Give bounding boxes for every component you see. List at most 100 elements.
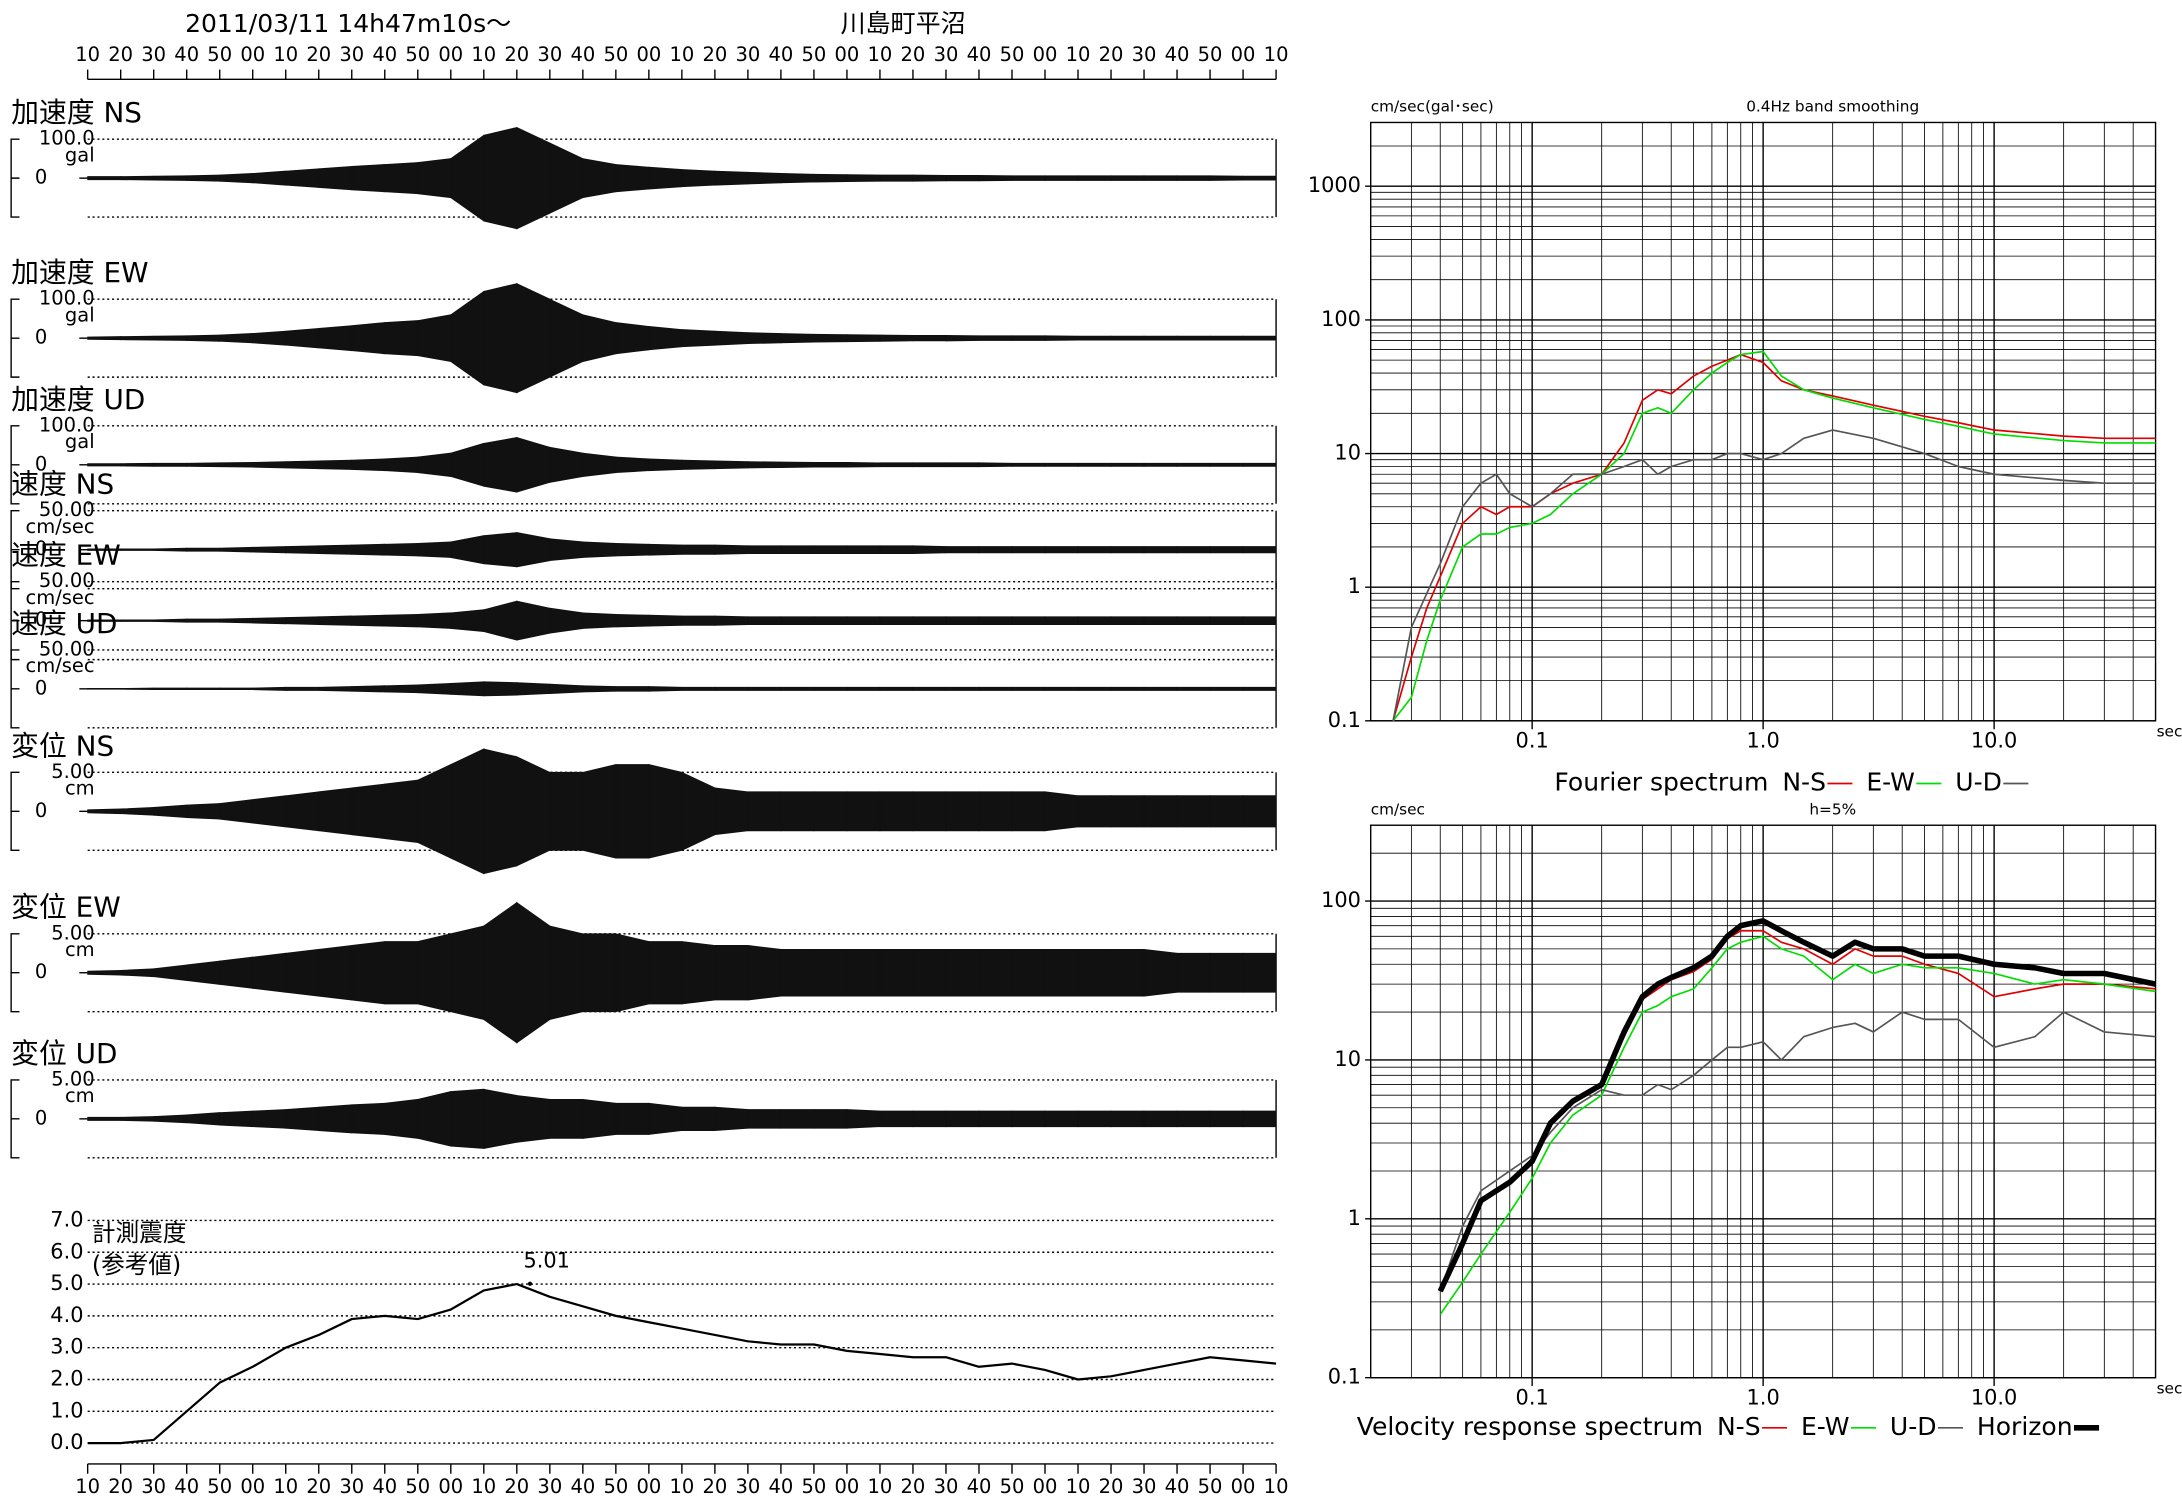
x-tick-label: 20 xyxy=(1099,1475,1124,1498)
waveform-envelope xyxy=(483,901,518,1044)
x-tick-label: 10 xyxy=(669,1475,694,1498)
waveform-envelope xyxy=(714,1106,749,1131)
waveform-envelope xyxy=(285,616,320,625)
y-tick-label: 100.0 xyxy=(39,127,95,150)
waveform-envelope xyxy=(252,617,287,625)
waveform-envelope xyxy=(1110,335,1145,341)
waveform-envelope xyxy=(813,173,848,183)
waveform-envelope xyxy=(912,948,947,997)
chart-subtitle: (参考値) xyxy=(92,1251,181,1279)
waveform-envelope xyxy=(384,1098,419,1139)
waveform-envelope xyxy=(978,1110,1013,1128)
waveform-envelope xyxy=(483,681,518,697)
panel-label: 加速度 UD xyxy=(11,383,145,416)
x-tick-label: 10 xyxy=(273,1475,298,1498)
waveform-envelope xyxy=(648,1102,683,1135)
x-tick-label: 20 xyxy=(702,1475,727,1498)
waveform-envelope xyxy=(417,682,452,695)
x-tick-label: 1.0 xyxy=(1747,1386,1780,1410)
waveform-envelope xyxy=(285,168,320,188)
waveform-envelope xyxy=(219,956,254,989)
waveform-envelope xyxy=(846,334,881,343)
x-tick-label: 00 xyxy=(438,43,463,66)
waveform-envelope xyxy=(549,607,584,634)
waveform-envelope xyxy=(846,545,881,555)
waveform-envelope xyxy=(153,804,188,818)
waveform-envelope xyxy=(120,175,155,181)
waveform-envelope xyxy=(978,948,1013,997)
waveform-envelope xyxy=(351,1102,386,1135)
waveform-envelope xyxy=(978,335,1013,341)
waveform-envelope xyxy=(615,686,650,692)
waveform-envelope xyxy=(714,544,749,555)
waveform-envelope xyxy=(120,806,155,816)
x-tick-label: 10 xyxy=(1264,43,1289,66)
panel-bracket xyxy=(10,581,20,661)
waveform-envelope xyxy=(549,1098,584,1139)
waveform-envelope xyxy=(747,791,782,832)
waveform-envelope xyxy=(219,799,254,824)
waveform-envelope xyxy=(615,543,650,557)
waveform-envelope xyxy=(384,941,419,1005)
series-line xyxy=(1392,353,2156,722)
waveform-envelope xyxy=(582,933,617,1013)
waveform-envelope xyxy=(351,614,386,627)
x-tick-label: 30 xyxy=(1132,1475,1157,1498)
y-tick-label: 5.00 xyxy=(51,760,94,783)
series-line xyxy=(1392,429,2156,722)
waveform-envelope xyxy=(351,164,386,193)
waveform-envelope xyxy=(813,333,848,343)
waveform-envelope xyxy=(285,327,320,349)
x-tick-label: 20 xyxy=(504,43,529,66)
waveform-envelope xyxy=(780,333,815,344)
x-tick-label: 40 xyxy=(769,43,794,66)
waveform-envelope xyxy=(681,1106,716,1131)
waveform-envelope xyxy=(1143,462,1178,467)
y-tick-label: 100 xyxy=(1321,888,1361,912)
waveform-envelope xyxy=(1110,616,1145,625)
waveform-envelope xyxy=(1077,686,1112,691)
waveform-envelope xyxy=(120,619,155,622)
waveform-envelope xyxy=(846,948,881,997)
annotation: 5.01 xyxy=(523,1248,569,1272)
panel-bracket xyxy=(10,771,20,851)
waveform-envelope xyxy=(714,945,749,1001)
x-tick-label: 20 xyxy=(702,43,727,66)
waveform-envelope xyxy=(1242,952,1277,993)
panel-bracket xyxy=(10,510,20,590)
x-axis-label: sec xyxy=(2157,722,2182,740)
waveform-envelope xyxy=(879,791,914,832)
waveform-envelope xyxy=(87,176,122,181)
waveform-envelope xyxy=(1209,335,1244,341)
x-tick-label: 30 xyxy=(736,43,761,66)
y-tick-label: 100.0 xyxy=(39,287,95,310)
waveform-envelope xyxy=(1110,1110,1145,1128)
x-tick-label: 10 xyxy=(669,43,694,66)
unit-label: cm/sec xyxy=(26,515,95,538)
waveform-envelope xyxy=(945,462,980,468)
waveform-envelope xyxy=(615,614,650,628)
y-tick-label: 10 xyxy=(1334,441,1361,465)
waveform-envelope xyxy=(1011,175,1046,181)
waveform-envelope xyxy=(747,332,782,345)
legend-label: N-S xyxy=(1717,1412,1761,1441)
waveform-envelope xyxy=(450,925,485,1021)
waveform-envelope xyxy=(153,687,188,691)
y-tick-label: 0 xyxy=(35,166,47,189)
waveform-envelope xyxy=(153,462,188,467)
waveform-envelope xyxy=(186,462,221,468)
waveform-envelope xyxy=(417,314,452,363)
legend-title: Fourier spectrum xyxy=(1554,767,1768,796)
x-tick-label: 40 xyxy=(174,1475,199,1498)
waveform-envelope xyxy=(1176,175,1211,181)
waveform-envelope xyxy=(87,808,122,815)
unit-label: gal xyxy=(65,430,95,453)
waveform-envelope xyxy=(582,158,617,199)
waveform-envelope xyxy=(252,686,287,691)
waveform-envelope xyxy=(1011,686,1046,691)
y-tick-label: 0.1 xyxy=(1328,1365,1361,1389)
waveform-envelope xyxy=(813,462,848,468)
x-tick-label: 20 xyxy=(504,1475,529,1498)
y-tick-label: 3.0 xyxy=(50,1335,83,1359)
waveform-envelope xyxy=(747,461,782,469)
